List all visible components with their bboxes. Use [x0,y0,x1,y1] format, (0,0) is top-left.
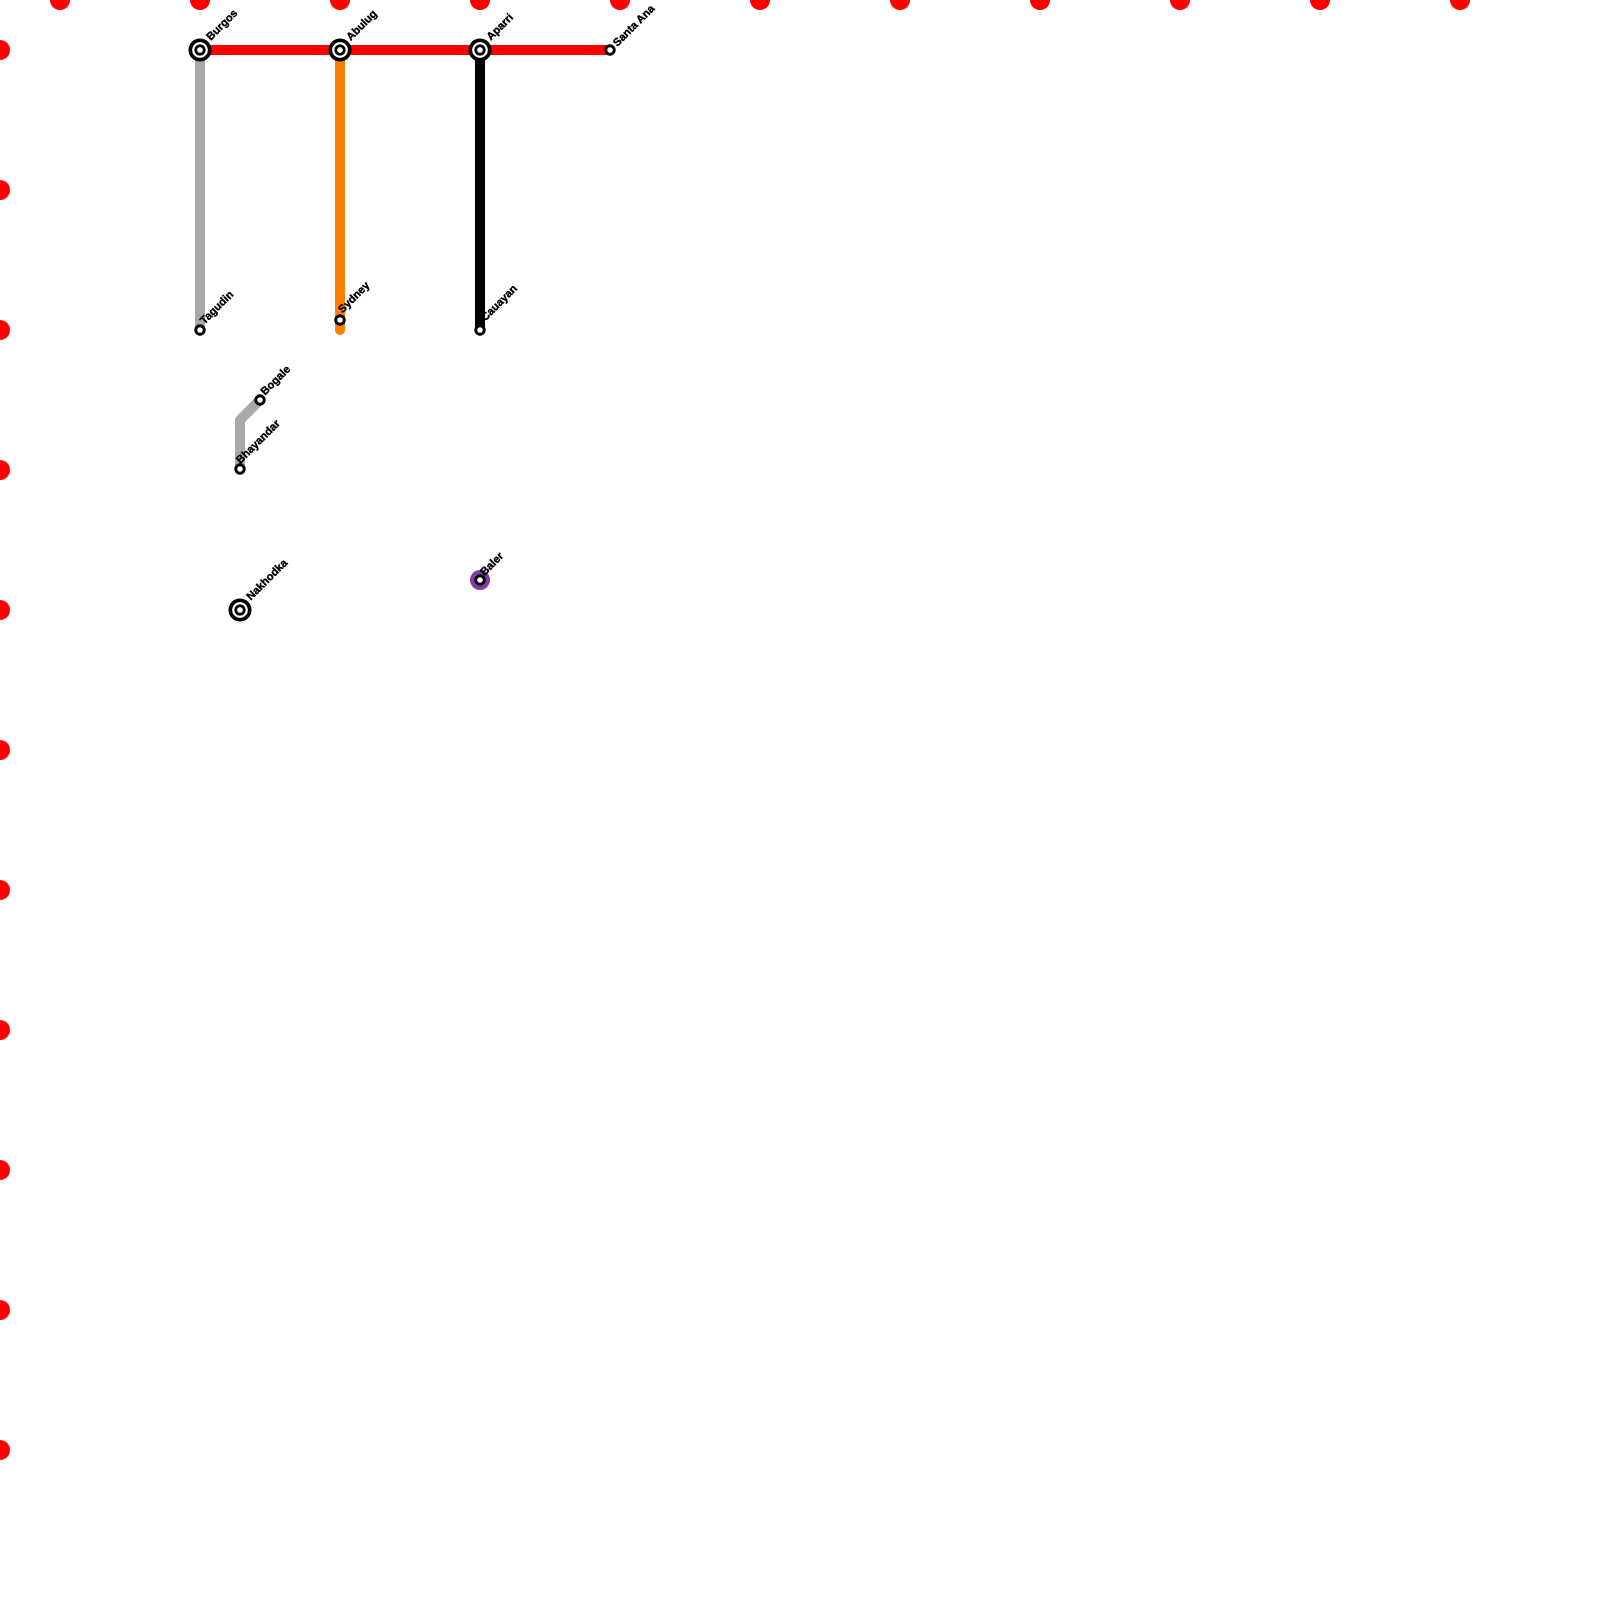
station-marker-inner [194,44,206,56]
station-marker-inner [334,44,346,56]
station-marker-inner [234,604,246,616]
border-dot-top-0 [50,0,70,10]
border-dot-top-2 [330,0,350,10]
border-dot-top-8 [1170,0,1190,10]
station-marker [474,324,486,336]
border-dot-left-7 [0,1020,10,1040]
border-dot-top-3 [470,0,490,10]
border-dot-left-9 [0,1300,10,1320]
border-dot-left-1 [0,180,10,200]
border-dot-left-6 [0,880,10,900]
station-marker [194,324,206,336]
station-marker [474,574,486,586]
border-dot-top-7 [1030,0,1050,10]
border-dot-top-10 [1450,0,1470,10]
border-dot-left-0 [0,40,10,60]
station-marker [254,394,266,406]
border-dot-left-8 [0,1160,10,1180]
station-marker [334,314,346,326]
border-dot-top-9 [1310,0,1330,10]
border-dot-top-5 [750,0,770,10]
station-marker [234,463,246,475]
station-marker [604,44,616,56]
station-marker-inner [474,44,486,56]
border-dot-top-4 [610,0,630,10]
border-dot-left-4 [0,600,10,620]
border-dot-left-2 [0,320,10,340]
border-dot-left-3 [0,460,10,480]
border-dot-left-5 [0,740,10,760]
border-dot-top-6 [890,0,910,10]
border-dot-top-1 [190,0,210,10]
border-dot-left-10 [0,1440,10,1460]
silver-line-2[interactable] [235,395,265,474]
